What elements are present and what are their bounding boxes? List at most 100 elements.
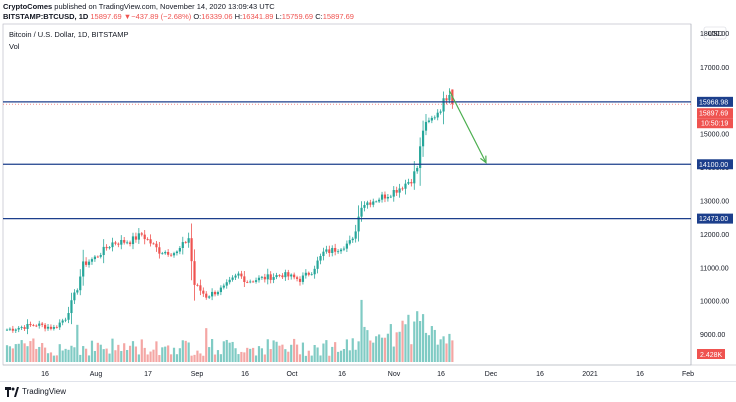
candle-body [128, 242, 132, 245]
candle-body [436, 112, 439, 118]
candle-body [360, 207, 363, 217]
candle-body [284, 272, 287, 278]
candle-body [243, 276, 246, 283]
x-tick-label: 16 [536, 371, 544, 378]
candle-body [108, 247, 111, 249]
candle-body [228, 279, 231, 283]
candle-body [304, 272, 307, 276]
volume-bar [96, 342, 99, 362]
candle-body [99, 255, 102, 257]
candle-body [448, 95, 451, 101]
close-value: 15897.69 [322, 12, 354, 21]
candle-body [254, 280, 258, 282]
candle-body [76, 290, 79, 293]
candle-body [5, 329, 9, 331]
volume-bar [76, 324, 79, 362]
volume-value-text: 2.428K [700, 352, 723, 359]
candle-body [328, 249, 331, 253]
candle-body [234, 275, 237, 278]
candle-body [281, 275, 284, 278]
candle-body [240, 273, 243, 277]
volume-bar [249, 348, 252, 362]
volume-bar [105, 348, 108, 362]
volume-bar [433, 329, 436, 362]
candle-body [366, 202, 369, 206]
low-label: L: [275, 12, 282, 21]
volume-bar [134, 346, 138, 362]
tradingview-logo-icon [5, 387, 19, 397]
volume-bar [82, 346, 85, 362]
candle-body [134, 236, 138, 240]
candle-body [70, 300, 73, 314]
candle-body [184, 242, 187, 243]
candle-body [202, 290, 205, 294]
candle-body [222, 285, 225, 288]
volume-bar [366, 330, 369, 362]
y-tick-label: 13000.00 [700, 199, 729, 206]
x-tick-label: Dec [485, 371, 498, 378]
candle-body [158, 247, 161, 254]
candle-body [287, 272, 290, 277]
author-name[interactable]: CryptoComes [3, 2, 53, 11]
volume-bar [123, 343, 126, 362]
y-tick-label: 11000.00 [700, 265, 729, 272]
volume-bar [442, 336, 445, 362]
candle-body [38, 323, 41, 326]
volume-bar [5, 345, 9, 362]
volume-bar [90, 340, 94, 362]
candle-body [427, 120, 431, 122]
volume-bar [257, 346, 261, 362]
candle-body [416, 168, 419, 172]
volume-bar [208, 347, 211, 362]
volume-bar [126, 349, 129, 362]
candle-body [190, 238, 193, 262]
volume-bar [316, 347, 319, 362]
volume-bar [73, 347, 76, 362]
x-tick-label: Feb [682, 371, 694, 378]
volume-bar [301, 342, 305, 362]
volume-bar [263, 354, 266, 362]
candle-body [205, 293, 208, 298]
volume-bar [164, 346, 167, 362]
candle-body [73, 292, 76, 301]
currency-button[interactable] [703, 26, 727, 40]
volume-bar [348, 350, 351, 362]
candle-body [181, 242, 184, 249]
candle-body [161, 253, 164, 255]
candle-body [348, 240, 351, 244]
volume-bar [175, 354, 179, 362]
candle-body [369, 202, 372, 205]
candle-body [55, 326, 58, 328]
x-tick-label: 2021 [582, 371, 598, 378]
candle-body [395, 189, 398, 193]
candle-body [49, 326, 53, 329]
projection-arrow-line[interactable] [448, 90, 487, 163]
volume-bar [117, 344, 120, 362]
candle-body [398, 188, 401, 193]
resistance-price-text: 15968.98 [699, 99, 728, 106]
volume-bar [290, 344, 293, 362]
candle-body [401, 188, 404, 190]
volume-bar [240, 351, 243, 362]
candle-body [8, 328, 12, 330]
candle-body [93, 256, 96, 260]
support-1-price-label: 14100.00 [697, 159, 733, 170]
candle-body [334, 247, 337, 252]
horizontal-levels[interactable] [3, 101, 691, 220]
symbol-ohlc-line: BITSTAMP:BTCUSD, 1D 15897.69 ▼−437.89 (−… [3, 12, 354, 21]
candle-body [143, 234, 146, 240]
volume-bar [46, 353, 50, 362]
volume-bar [275, 341, 278, 362]
candle-body [167, 252, 170, 255]
candle-body [131, 236, 135, 245]
tradingview-brand[interactable]: TradingView [22, 387, 67, 396]
candle-body [26, 323, 29, 329]
volume-bar [237, 354, 240, 362]
last-price-text: 15897.69 [699, 111, 728, 118]
price-chart[interactable]: Bitcoin / U.S. Dollar, 1D, BITSTAMP Vol … [0, 0, 736, 381]
candle-body [29, 323, 32, 326]
candle-body [433, 117, 436, 119]
support-2-price-label: 12473.00 [697, 213, 733, 224]
volume-bar [354, 349, 357, 362]
candle-body [225, 282, 228, 286]
